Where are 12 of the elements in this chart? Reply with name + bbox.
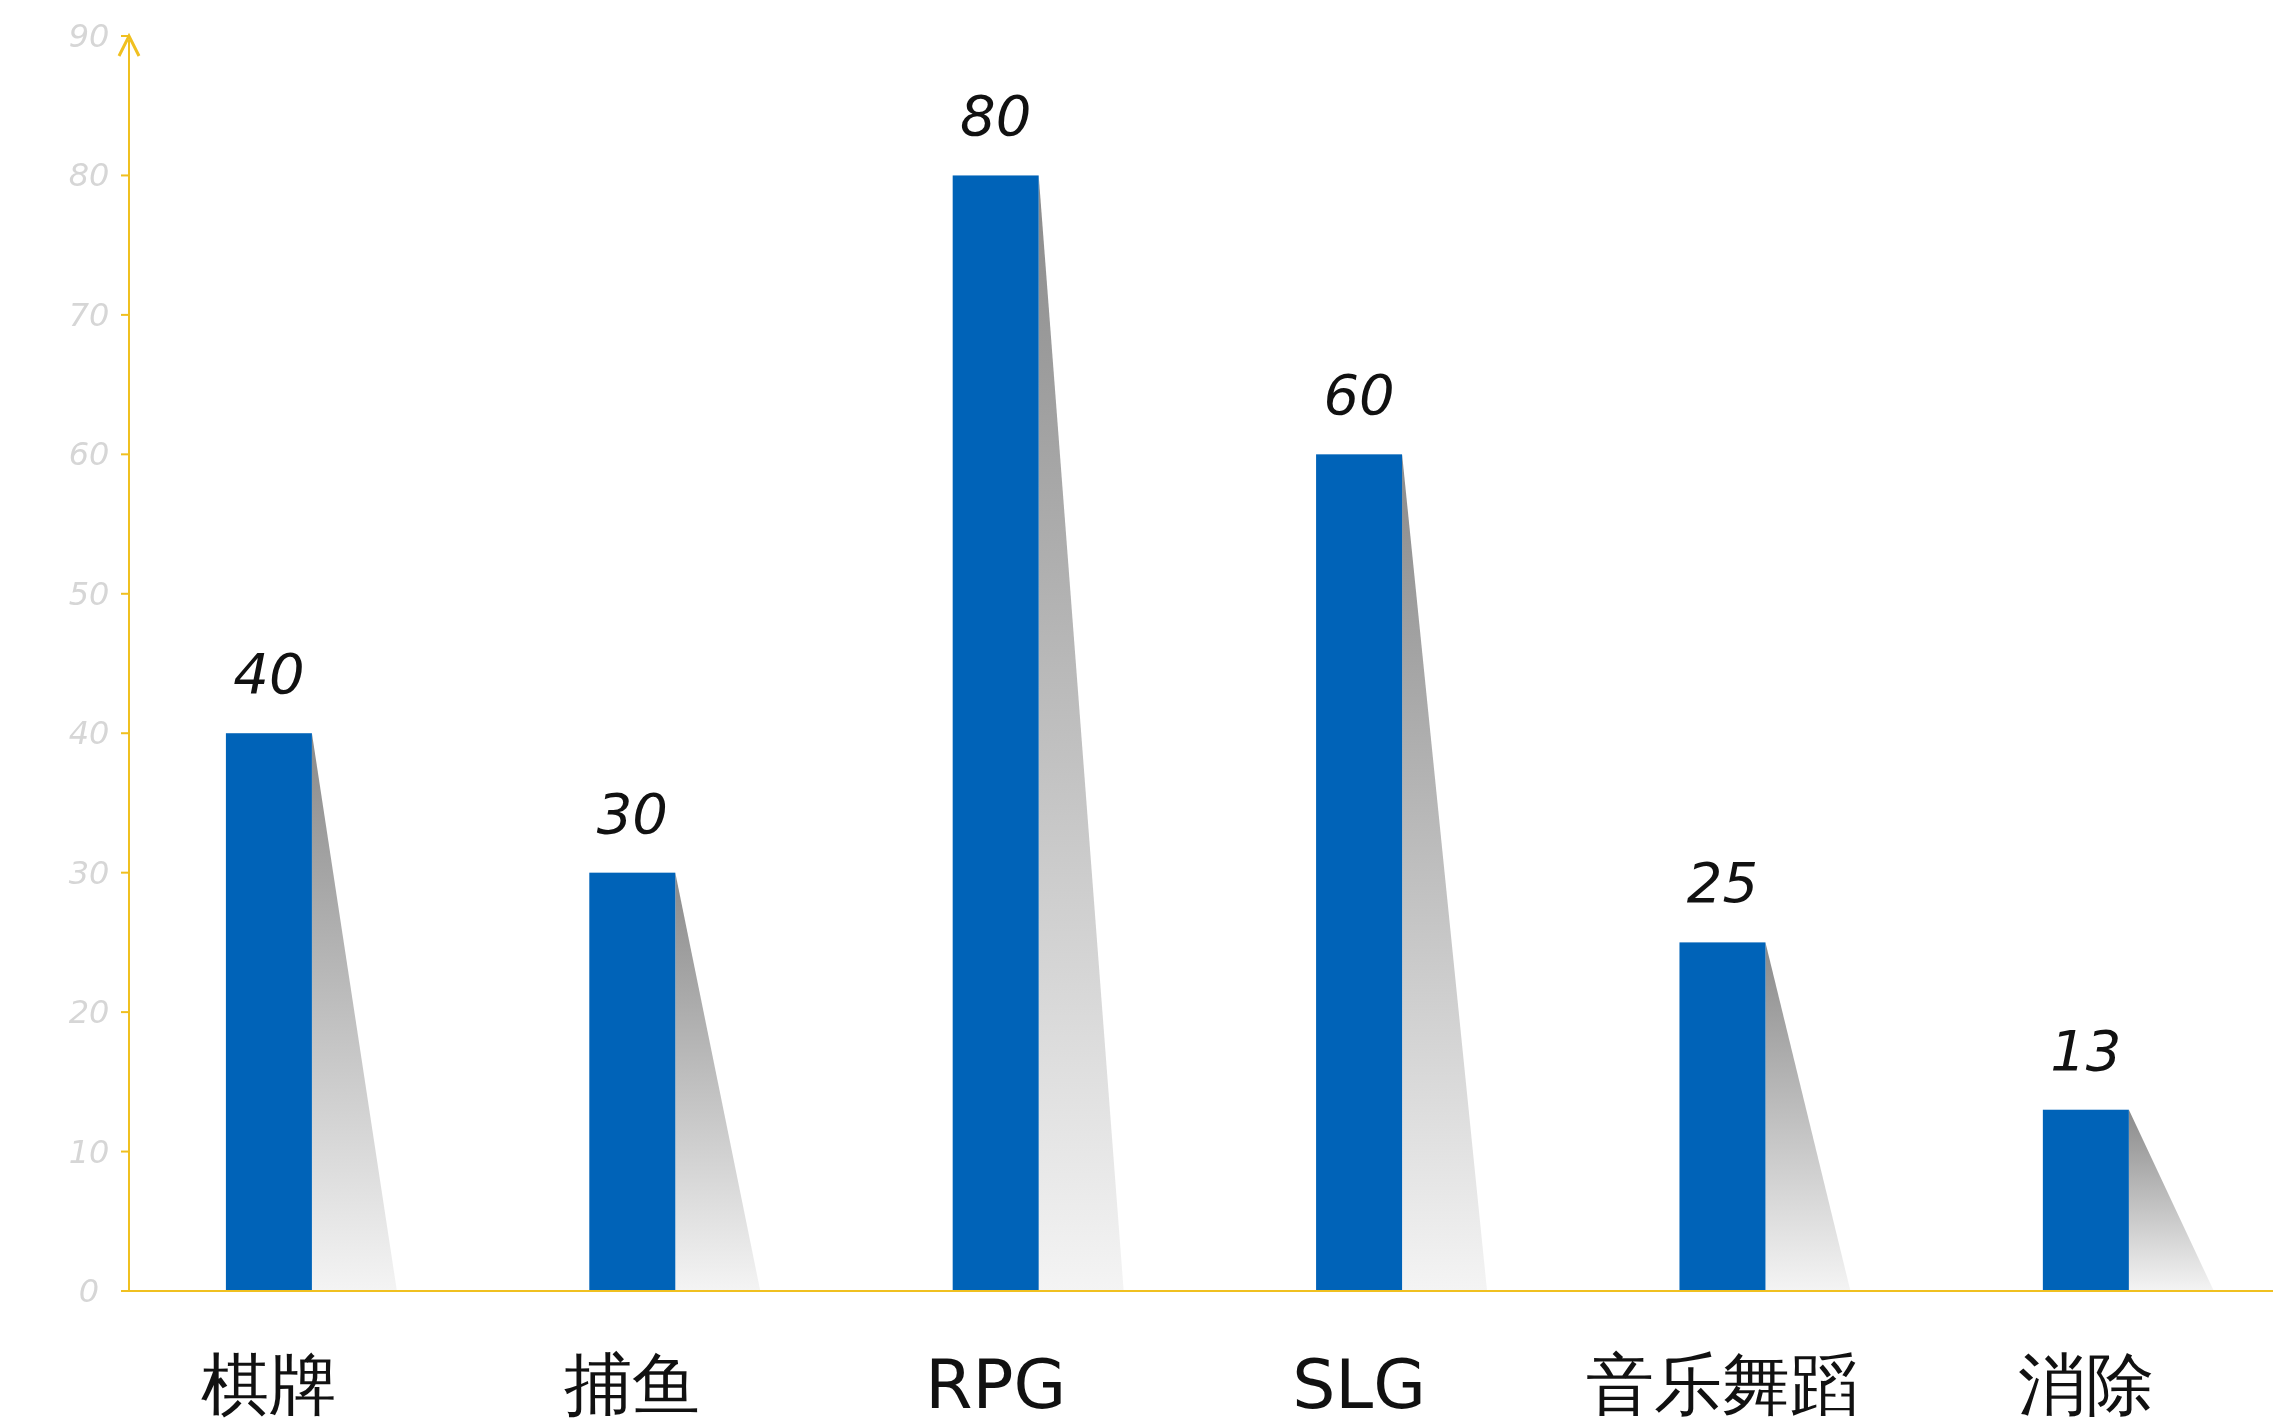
data-label: 25 (1686, 850, 1759, 916)
data-label: 60 (1323, 362, 1395, 428)
x-tick-label: RPG (925, 1345, 1067, 1424)
data-label: 13 (2050, 1017, 2122, 1083)
data-label: 40 (233, 641, 305, 707)
x-tick-label: 消除 (2017, 1345, 2154, 1424)
data-label: 80 (960, 83, 1032, 149)
x-tick-label: 棋牌 (200, 1345, 337, 1424)
x-tick-label: 音乐舞蹈 (1586, 1345, 1859, 1424)
x-tick-label: SLG (1292, 1345, 1426, 1424)
x-tick-label: 捕鱼 (564, 1345, 701, 1424)
data-label: 30 (596, 780, 668, 846)
